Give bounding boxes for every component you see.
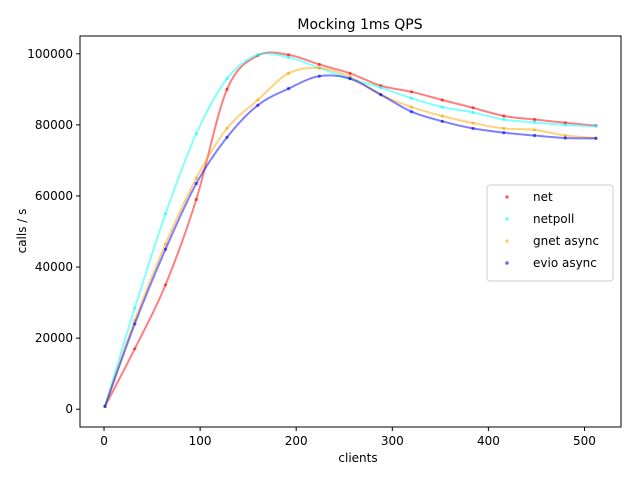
data-point — [532, 128, 537, 132]
data-point — [440, 98, 444, 102]
series-line — [104, 51, 597, 407]
data-point — [471, 106, 475, 110]
data-point — [286, 71, 291, 75]
legend-label: net — [533, 190, 553, 204]
series-evio-async — [103, 74, 598, 408]
data-point — [163, 247, 168, 251]
y-tick-label: 0 — [65, 402, 73, 416]
data-point — [348, 77, 352, 81]
data-point — [409, 110, 414, 114]
data-point — [409, 90, 414, 94]
data-point — [471, 126, 475, 131]
x-axis-label: clients — [338, 451, 377, 465]
data-point — [225, 77, 229, 81]
data-point — [317, 62, 321, 67]
data-point — [133, 322, 137, 326]
data-point — [563, 123, 567, 127]
plot-area — [103, 51, 598, 408]
data-point — [471, 110, 475, 115]
x-tick-label: 500 — [573, 434, 596, 448]
legend-label: netpoll — [533, 212, 574, 226]
data-point — [163, 212, 168, 216]
data-point — [103, 404, 107, 408]
data-point — [532, 120, 537, 124]
x-tick-label: 400 — [477, 434, 500, 448]
data-point — [194, 181, 198, 186]
legend-marker — [505, 239, 509, 243]
data-point — [594, 124, 598, 128]
data-point — [594, 136, 598, 140]
data-point — [286, 53, 291, 57]
data-point — [194, 132, 198, 136]
legend-marker — [505, 195, 509, 199]
x-axis: 0 100 200 300 400 500 — [100, 427, 596, 448]
data-point — [286, 87, 291, 91]
data-point — [440, 119, 444, 123]
series-gnet-async — [103, 66, 598, 408]
legend-marker — [505, 261, 509, 265]
data-point — [317, 74, 321, 78]
data-point — [348, 71, 352, 75]
series-line — [104, 66, 597, 407]
legend-marker — [505, 217, 509, 221]
y-tick-label: 40000 — [35, 260, 73, 274]
data-point — [133, 306, 137, 310]
data-point — [532, 133, 537, 138]
data-point — [532, 117, 537, 122]
y-tick-label: 80000 — [35, 118, 73, 132]
data-point — [225, 87, 229, 91]
y-axis: 0 20000 40000 60000 80000 100000 — [27, 47, 80, 416]
data-point — [379, 85, 383, 90]
legend-label: evio async — [533, 256, 597, 270]
data-point — [256, 103, 260, 107]
y-tick-label: 60000 — [35, 189, 73, 203]
data-point — [502, 126, 506, 131]
series-line — [104, 74, 597, 407]
data-point — [286, 55, 291, 59]
y-tick-label: 20000 — [35, 331, 73, 345]
legend-box — [486, 184, 614, 282]
data-point — [163, 283, 168, 287]
data-point — [502, 117, 506, 122]
data-point — [409, 96, 414, 100]
legend: net netpoll gnet async evio async — [486, 184, 614, 282]
chart-title: Mocking 1ms QPS — [297, 17, 422, 33]
data-point — [440, 114, 444, 118]
data-point — [502, 114, 506, 118]
data-point — [225, 126, 229, 131]
data-point — [256, 98, 260, 102]
y-tick-label: 100000 — [27, 47, 73, 61]
data-point — [133, 347, 137, 351]
x-tick-label: 200 — [285, 434, 308, 448]
data-point — [471, 121, 475, 125]
y-axis-label: calls / s — [15, 209, 29, 254]
data-point — [256, 53, 260, 57]
data-point — [409, 105, 414, 109]
x-tick-label: 100 — [189, 434, 212, 448]
data-point — [379, 93, 383, 97]
plot-frame — [79, 35, 622, 428]
data-point — [225, 135, 229, 139]
x-tick-label: 300 — [381, 434, 404, 448]
data-point — [502, 131, 506, 135]
x-tick-label: 0 — [100, 434, 108, 448]
data-point — [317, 66, 321, 70]
data-point — [163, 242, 168, 246]
data-point — [563, 133, 567, 138]
data-point — [194, 197, 198, 202]
data-point — [194, 176, 198, 180]
data-point — [440, 105, 444, 109]
data-point — [563, 136, 567, 140]
legend-label: gnet async — [533, 234, 599, 248]
